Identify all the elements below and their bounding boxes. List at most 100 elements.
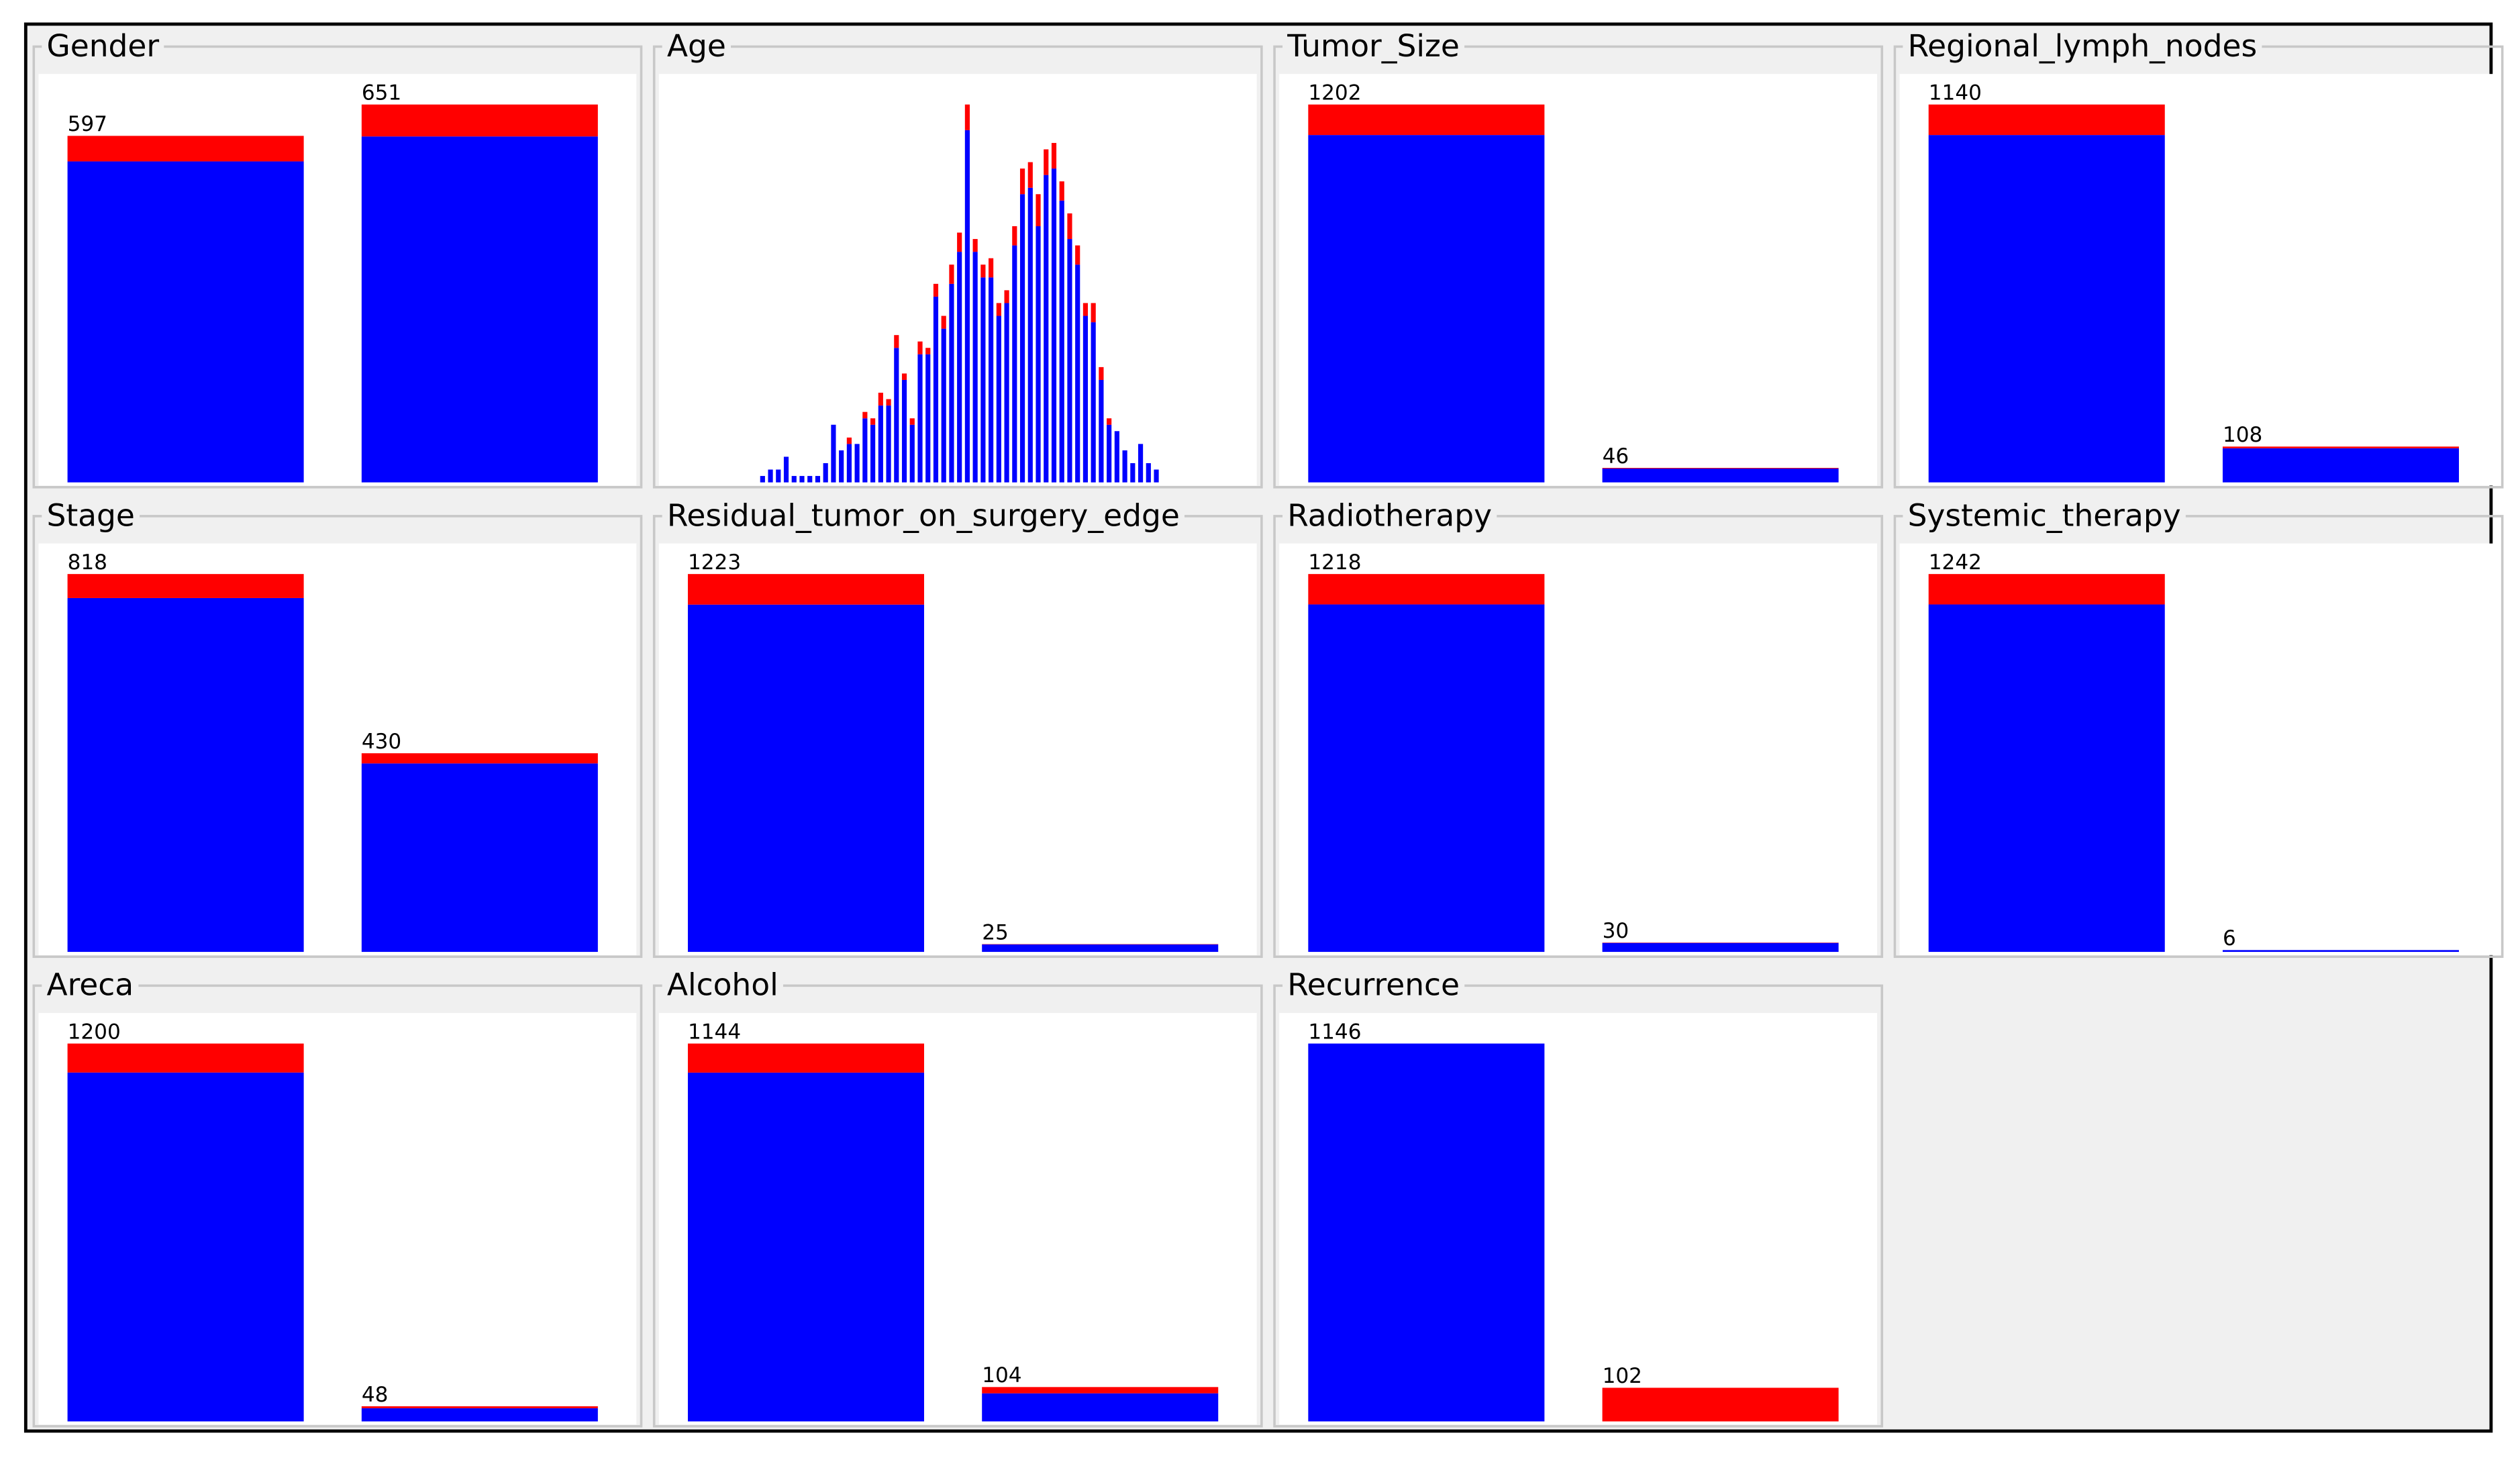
bar-segment [1082,303,1089,316]
title-background [1282,32,1465,62]
panel-border [1273,515,1884,959]
bar-segment [67,597,304,953]
bar-segment [862,418,868,483]
panel-title: Areca [46,967,134,1003]
panel-title: Tumor_Size [1287,28,1460,64]
panel-border [1893,515,2504,959]
bar-count-label: 104 [982,1363,1021,1388]
bar-count-label: 818 [68,550,107,575]
panel-title: Recurrence [1287,967,1460,1003]
panel-border [32,45,643,489]
bar-segment [67,1043,304,1073]
bar-segment [1602,468,1839,469]
bar-segment [894,348,899,483]
bar-count-label: 1218 [1308,550,1361,575]
bar-segment [989,277,994,483]
bar-segment [1075,245,1080,265]
title-background [1282,501,1497,531]
bar-segment [1099,379,1104,483]
bar-count-label: 108 [2223,423,2262,447]
title-background [1903,32,2262,62]
bar-segment [1107,424,1112,483]
panel-border [652,45,1263,489]
bar-segment [1019,194,1025,483]
bar-count-label: 1200 [68,1020,121,1044]
bar-count-label: 48 [362,1383,389,1407]
bar-segment [67,161,304,483]
bar-segment [361,763,598,953]
bar-segment [1051,142,1057,169]
bar-segment [1928,104,2165,136]
title-background [42,501,140,531]
bar-segment [846,437,852,444]
bar-segment [933,283,939,297]
bar-segment [846,444,852,483]
bar-segment [854,444,860,483]
bar-segment [917,341,923,354]
bar-count-label: 46 [1603,444,1629,469]
bar-segment [949,264,954,284]
bar-segment [768,469,773,483]
bar-segment [870,424,876,483]
title-background [42,32,164,62]
bar-segment [925,348,931,354]
bar-segment [1019,168,1025,195]
panel-border [1273,984,1884,1428]
panel-border [1273,45,1884,489]
bar-segment [941,315,946,329]
bar-count-label: 1140 [1929,81,1982,105]
bar-segment [901,373,907,380]
bar-segment [1036,194,1041,226]
bar-segment [1107,418,1112,425]
panel-title: Systemic_therapy [1908,497,2181,533]
bar-segment [776,469,781,483]
bar-segment [1044,175,1049,483]
bar-segment [980,264,986,278]
title-background [662,971,783,1000]
bar-segment [989,258,994,278]
title-background [42,971,139,1000]
bar-segment [941,328,946,483]
bar-segment [1308,574,1545,605]
bar-segment [909,424,915,483]
bar-segment [980,277,986,483]
bar-segment [1928,574,2165,605]
bar-count-label: 430 [362,730,401,754]
bar-segment [972,239,978,252]
bar-segment [925,354,931,483]
bar-segment [964,130,970,483]
bar-segment [1027,187,1033,483]
bar-segment [1004,303,1009,483]
panel-border [32,984,643,1428]
bar-count-label: 651 [362,81,401,105]
bar-segment [996,315,1001,483]
bar-segment [1082,315,1089,483]
bar-segment [1059,181,1064,201]
bar-segment [687,604,924,953]
bar-segment [823,463,828,483]
bar-segment [2222,446,2459,448]
bar-segment [886,405,891,483]
bar-segment [982,1387,1219,1394]
bar-segment [1012,245,1017,483]
bar-segment [799,476,805,483]
bar-segment [361,1408,598,1422]
panel-title: Stage [46,497,134,533]
bar-segment [1059,200,1064,483]
bar-segment [1602,469,1839,483]
bar-segment [831,424,836,483]
bar-segment [67,1072,304,1422]
bar-segment [1138,444,1144,483]
bar-segment [1154,469,1159,483]
panel-title: Age [667,28,726,64]
bar-segment [687,1043,924,1073]
bar-segment [67,136,304,162]
panel-title: Regional_lymph_nodes [1908,28,2258,64]
bar-segment [894,335,899,348]
bar-segment [1067,213,1072,240]
bar-segment [917,354,923,483]
bar-segment [1004,290,1009,303]
title-background [662,32,732,62]
